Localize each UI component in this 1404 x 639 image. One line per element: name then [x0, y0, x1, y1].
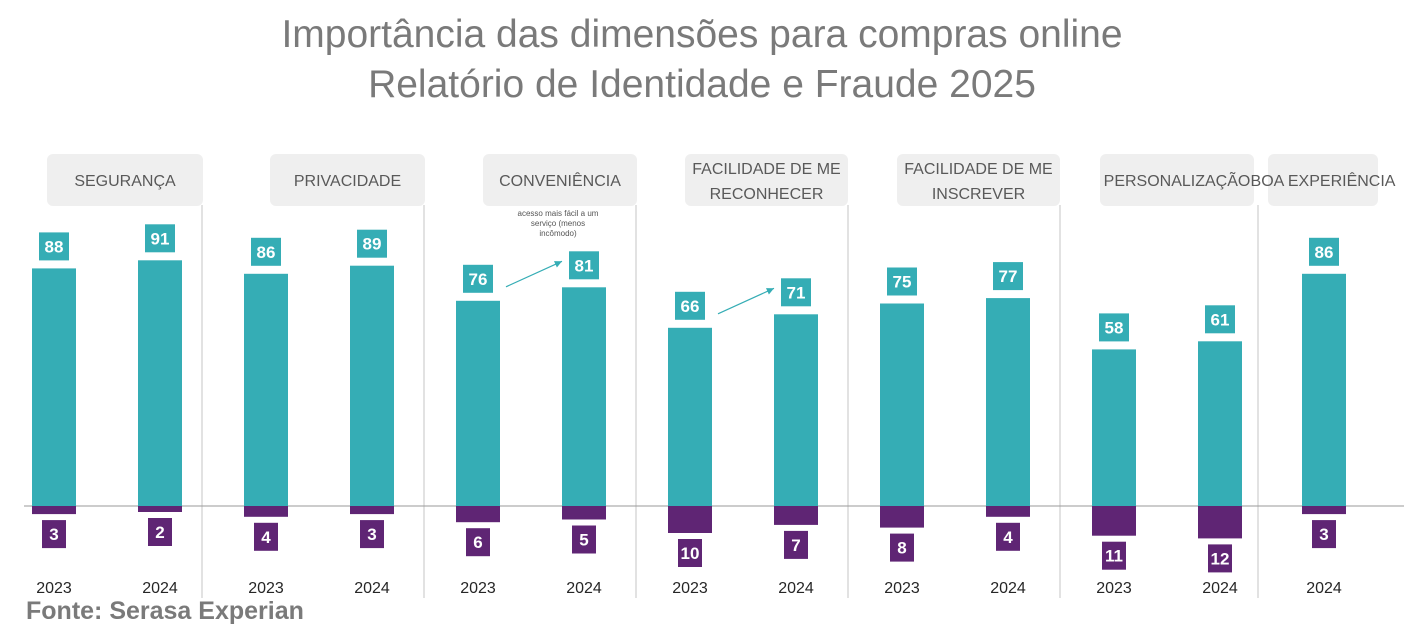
increase-arrow: [718, 288, 774, 314]
positive-value-label: 71: [787, 283, 806, 302]
category-label: SEGURANÇA: [74, 173, 176, 190]
category-label: INSCREVER: [932, 186, 1025, 203]
negative-bar: [986, 506, 1030, 517]
negative-value-label: 3: [1319, 525, 1328, 544]
positive-value-label: 76: [469, 270, 488, 289]
year-label: 2024: [1306, 580, 1342, 597]
negative-value-label: 4: [261, 528, 271, 547]
positive-bar: [1198, 341, 1242, 506]
negative-value-label: 3: [49, 525, 58, 544]
positive-bar: [1302, 274, 1346, 506]
dimension-bar-chart: SEGURANÇA88320239122024PRIVACIDADE864202…: [0, 0, 1404, 639]
negative-value-label: 8: [897, 539, 906, 558]
year-label: 2024: [566, 580, 602, 597]
negative-bar: [1092, 506, 1136, 536]
negative-value-label: 7: [791, 536, 800, 555]
negative-value-label: 11: [1105, 547, 1123, 566]
positive-value-label: 66: [681, 297, 700, 316]
positive-bar: [880, 304, 924, 507]
positive-bar: [456, 301, 500, 506]
negative-bar: [244, 506, 288, 517]
positive-value-label: 77: [999, 267, 1018, 286]
positive-value-label: 58: [1105, 318, 1124, 337]
category-label: FACILIDADE DE ME: [904, 161, 1052, 178]
negative-value-label: 5: [579, 531, 588, 550]
year-label: 2023: [36, 580, 72, 597]
positive-value-label: 88: [45, 237, 64, 256]
year-label: 2023: [1096, 580, 1132, 597]
positive-value-label: 86: [1315, 243, 1334, 262]
positive-bar: [32, 268, 76, 506]
category-label: PERSONALIZAÇÃO: [1104, 170, 1251, 190]
positive-bar: [1092, 349, 1136, 506]
negative-bar: [1198, 506, 1242, 538]
source-note: Fonte: Serasa Experian: [26, 597, 304, 626]
year-label: 2023: [884, 580, 920, 597]
positive-bar: [986, 298, 1030, 506]
positive-bar: [244, 274, 288, 506]
negative-bar: [562, 506, 606, 520]
negative-bar: [138, 506, 182, 512]
positive-bar: [138, 260, 182, 506]
positive-value-label: 91: [151, 229, 170, 248]
negative-value-label: 2: [155, 523, 164, 542]
year-label: 2023: [672, 580, 708, 597]
year-label: 2023: [248, 580, 284, 597]
negative-bar: [456, 506, 500, 522]
positive-value-label: 86: [257, 243, 276, 262]
negative-value-label: 12: [1211, 549, 1230, 568]
positive-bar: [668, 328, 712, 506]
convenience-annotation: acesso mais fácil a um serviço (menos in…: [512, 209, 604, 239]
negative-bar: [880, 506, 924, 528]
year-label: 2024: [778, 580, 814, 597]
category-label: PRIVACIDADE: [294, 173, 401, 190]
negative-bar: [350, 506, 394, 514]
positive-value-label: 89: [363, 235, 382, 254]
negative-value-label: 3: [367, 525, 376, 544]
positive-bar: [562, 287, 606, 506]
category-label: RECONHECER: [710, 186, 824, 203]
positive-value-label: 75: [893, 273, 912, 292]
negative-value-label: 4: [1003, 528, 1013, 547]
category-label: BOA EXPERIÊNCIA: [1251, 171, 1396, 190]
year-label: 2024: [142, 580, 178, 597]
negative-bar: [774, 506, 818, 525]
category-label: CONVENIÊNCIA: [499, 171, 621, 190]
negative-value-label: 10: [681, 544, 700, 563]
positive-value-label: 81: [575, 256, 594, 275]
year-label: 2024: [1202, 580, 1238, 597]
positive-bar: [350, 266, 394, 506]
category-label: FACILIDADE DE ME: [692, 161, 840, 178]
negative-bar: [32, 506, 76, 514]
year-label: 2024: [354, 580, 390, 597]
increase-arrow: [506, 261, 562, 287]
negative-value-label: 6: [473, 533, 482, 552]
year-label: 2023: [460, 580, 496, 597]
positive-bar: [774, 314, 818, 506]
year-label: 2024: [990, 580, 1026, 597]
positive-value-label: 61: [1211, 310, 1230, 329]
negative-bar: [668, 506, 712, 533]
negative-bar: [1302, 506, 1346, 514]
